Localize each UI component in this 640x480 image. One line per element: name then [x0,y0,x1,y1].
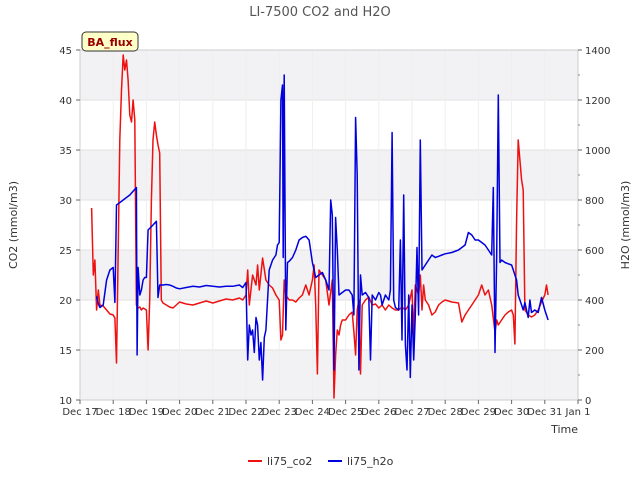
x-tick-label: Dec 21 [195,407,230,418]
x-tick-label: Dec 23 [262,407,297,418]
series-line-li75_co2 [90,54,549,399]
left-y-tick-label: 35 [59,146,72,157]
left-y-axis-label: CO2 (mmol/m3) [7,181,20,269]
right-y-tick-label: 1000 [585,146,610,157]
right-y-tick-label: 800 [585,196,604,207]
x-tick-label: Dec 30 [494,407,529,418]
left-y-tick-label: 25 [59,246,72,257]
legend-label-h2o: li75_h2o [347,455,394,468]
right-y-tick-label: 1400 [585,46,610,57]
legend: li75_co2 li75_h2o [248,455,394,468]
plot-background-bands [80,50,578,400]
left-y-tick-label: 15 [59,346,72,357]
left-y-tick-label: 45 [59,46,72,57]
gridlines [79,49,579,401]
x-tick-label: Dec 27 [394,407,429,418]
x-axis-label: Time [550,423,578,436]
x-tick-label: Dec 17 [62,407,97,418]
series-line-li75_h2o [95,74,549,381]
chart-title: LI-7500 CO2 and H2O [249,5,391,20]
x-tick-label: Dec 22 [228,407,263,418]
right-y-tick-label: 1200 [585,96,610,107]
x-tick-label: Dec 25 [328,407,363,418]
left-y-tick-label: 10 [59,396,72,407]
legend-label-co2: li75_co2 [267,455,312,468]
right-y-tick-label: 0 [585,396,591,407]
right-y-tick-label: 400 [585,296,604,307]
left-y-axis-ticks: 10 15 20 25 30 35 40 45 [59,46,80,407]
right-y-tick-label: 200 [585,346,604,357]
x-tick-label: Dec 20 [162,407,197,418]
plot-band [80,150,578,200]
plot-frame [79,49,579,401]
site-badge: BA_flux [81,31,139,52]
right-y-tick-label: 600 [585,246,604,257]
x-tick-label: Dec 18 [96,407,131,418]
right-y-axis-ticks: 0 200 400 600 800 1000 1200 1400 [578,46,610,407]
x-tick-label: Dec 31 [527,407,562,418]
right-y-axis-label: H2O (mmol/m3) [619,181,632,270]
x-tick-label: Dec 26 [361,407,396,418]
plot-band [80,50,578,100]
plot-band [80,350,578,400]
x-tick-label: Dec 29 [461,407,496,418]
left-y-tick-label: 30 [59,196,72,207]
series-layer [90,54,549,399]
site-badge-label: BA_flux [87,36,132,49]
x-tick-label: Jan 1 [565,407,591,418]
left-y-tick-label: 20 [59,296,72,307]
left-y-tick-label: 40 [59,96,72,107]
x-tick-label: Dec 24 [295,407,330,418]
x-tick-label: Dec 19 [129,407,164,418]
x-tick-label: Dec 28 [428,407,463,418]
